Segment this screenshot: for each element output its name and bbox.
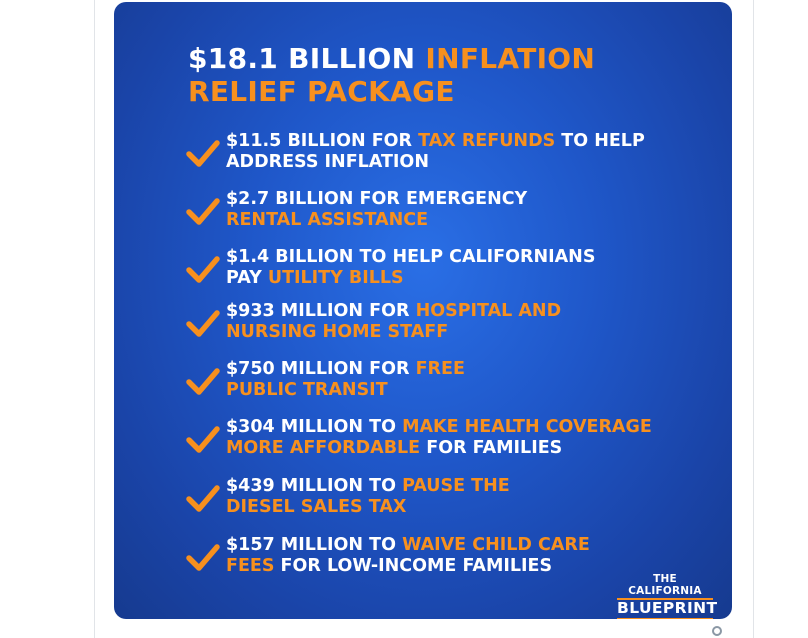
headline-second-line: RELIEF PACKAGE [188, 75, 455, 108]
item-text-white: $750 MILLION FOR [226, 359, 416, 379]
item-text-white: FOR LOW-INCOME FAMILIES [274, 556, 553, 576]
california-blueprint-logo: THE CALIFORNIA BLUEPRINT [617, 573, 717, 619]
list-item: $439 MILLION TO PAUSE THE DIESEL SALES T… [186, 476, 510, 518]
graphic-headline: $18.1 BILLION INFLATION RELIEF PACKAGE [188, 42, 595, 108]
item-text-orange: FEES [226, 556, 275, 576]
logo-line-1: THE CALIFORNIA [617, 573, 713, 600]
list-item: $2.7 BILLION FOR EMERGENCY RENTAL ASSIST… [186, 189, 527, 231]
item-text-white: $933 MILLION FOR [226, 301, 416, 321]
item-text-white: $439 MILLION TO [226, 476, 403, 496]
list-item: $1.4 BILLION TO HELP CALIFORNIANS PAY UT… [186, 247, 595, 289]
item-text-orange: UTILITY BILLS [267, 268, 404, 288]
inflation-relief-graphic[interactable]: $18.1 BILLION INFLATION RELIEF PACKAGE $… [114, 2, 732, 619]
item-text-orange: DIESEL SALES TAX [226, 497, 407, 517]
list-item: $11.5 BILLION FOR TAX REFUNDS TO HELP AD… [186, 131, 645, 173]
item-text-white: $1.4 BILLION TO HELP CALIFORNIANS [226, 247, 596, 267]
list-item: $157 MILLION TO WAIVE CHILD CARE FEES FO… [186, 535, 590, 577]
item-text-white: $2.7 BILLION FOR EMERGENCY [226, 189, 528, 209]
item-text-white: $304 MILLION TO [226, 417, 403, 437]
headline-white-text: $18.1 BILLION [188, 42, 426, 75]
checkmark-icon [186, 140, 220, 167]
checkmark-icon [186, 485, 220, 512]
checkmark-icon [186, 310, 220, 337]
item-text-white: PAY [226, 268, 268, 288]
item-text-orange: RENTAL ASSISTANCE [226, 210, 429, 230]
item-text-white: $157 MILLION TO [226, 535, 403, 555]
item-text-orange: MORE AFFORDABLE [226, 438, 421, 458]
item-text-white: $11.5 BILLION FOR [226, 131, 419, 151]
item-text-white: FOR FAMILIES [420, 438, 563, 458]
item-text-white: ADDRESS INFLATION [226, 152, 429, 172]
checkmark-icon [186, 544, 220, 571]
item-text-orange: PUBLIC TRANSIT [226, 380, 388, 400]
headline-orange-text: INFLATION [425, 42, 596, 75]
item-text-orange: MAKE HEALTH COVERAGE [402, 417, 652, 437]
item-text-white: TO HELP [555, 131, 645, 151]
list-item: $304 MILLION TO MAKE HEALTH COVERAGE MOR… [186, 417, 652, 459]
checkmark-icon [186, 198, 220, 225]
item-text-orange: HOSPITAL AND [415, 301, 562, 321]
checkmark-icon [186, 426, 220, 453]
logo-line-2: BLUEPRINT [617, 600, 717, 619]
item-text-orange: WAIVE CHILD CARE [402, 535, 590, 555]
more-options-icon[interactable] [712, 626, 722, 636]
item-text-orange: NURSING HOME STAFF [226, 322, 449, 342]
item-text-orange: TAX REFUNDS [418, 131, 556, 151]
item-text-orange: FREE [415, 359, 465, 379]
checkmark-icon [186, 368, 220, 395]
checkmark-icon [186, 256, 220, 283]
list-item: $750 MILLION FOR FREE PUBLIC TRANSIT [186, 359, 465, 401]
list-item: $933 MILLION FOR HOSPITAL AND NURSING HO… [186, 301, 561, 343]
item-text-orange: PAUSE THE [402, 476, 510, 496]
